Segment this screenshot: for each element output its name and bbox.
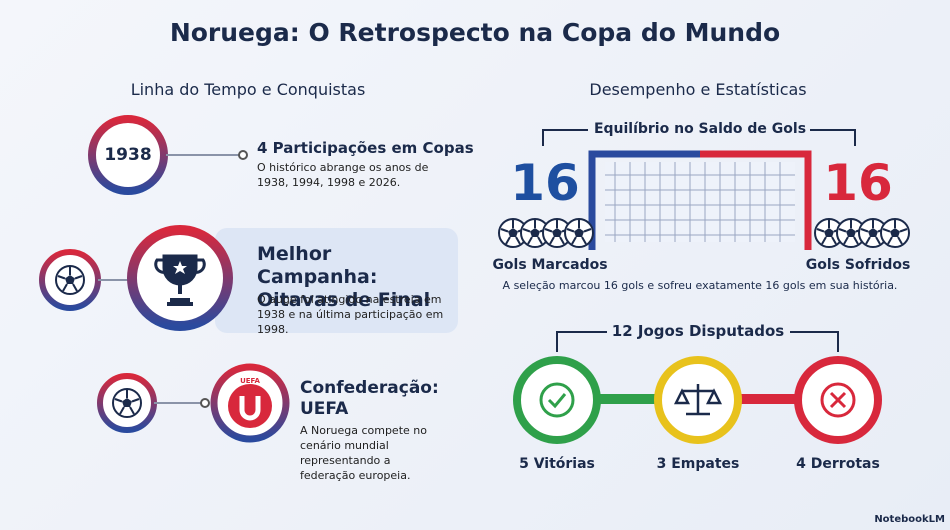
item-description: O auge foi atingido na estreia em 1938 e… <box>257 293 444 336</box>
link-bar <box>595 394 663 404</box>
item-title: 4 Participações em Copas <box>257 139 474 157</box>
scale-icon <box>673 384 723 416</box>
win-icon <box>539 382 575 418</box>
uefa-badge-text: UEFA <box>240 377 260 385</box>
conceded-value: 16 <box>823 154 893 212</box>
check <box>547 393 567 409</box>
conceded-balls <box>814 218 910 248</box>
item-title: Melhor Campanha: Oitavas de Final <box>257 243 431 311</box>
goals-title: Equilíbrio no Saldo de Gols <box>593 121 807 137</box>
year-badge <box>88 115 168 195</box>
uefa-logo <box>228 384 272 428</box>
item-description: O histórico abrange os anos de 1938, 199… <box>257 161 429 189</box>
ball <box>55 265 85 295</box>
link-bar <box>735 394 803 404</box>
highlight-box <box>215 228 458 333</box>
bracket <box>556 331 839 352</box>
ball <box>112 388 142 418</box>
win-ring <box>513 356 601 444</box>
footer-brand: NotebookLM <box>874 514 945 525</box>
scored-label: Gols Marcados <box>492 257 608 273</box>
connector-dot <box>238 150 248 160</box>
connector-dot <box>200 398 210 408</box>
cross <box>829 391 847 409</box>
section-heading: Desempenho e Estatísticas <box>589 80 807 99</box>
section-heading: Linha do Tempo e Conquistas <box>130 80 366 99</box>
loss-icon <box>820 382 856 418</box>
scored-balls <box>498 218 594 248</box>
item-title: Confederação: UEFA <box>300 378 439 419</box>
scored-value: 16 <box>510 154 580 212</box>
conceded-label: Gols Sofridos <box>805 257 911 273</box>
title: Noruega: O Retrospecto na Copa do Mundo <box>169 18 781 47</box>
result-label: 5 Vitórias <box>519 456 595 472</box>
uefa-u <box>239 396 261 421</box>
games-title: 12 Jogos Disputados <box>611 322 785 340</box>
result-label: 3 Empates <box>656 456 740 472</box>
result-label: 4 Derrotas <box>796 456 880 472</box>
bracket <box>542 129 856 146</box>
trophy-icon <box>154 254 206 306</box>
goals-note: A seleção marcou 16 gols e sofreu exatam… <box>502 279 898 292</box>
goal-net <box>588 150 812 250</box>
item-description: A Noruega compete no cenário mundial rep… <box>300 424 427 482</box>
year-badge-text: 1938 <box>104 145 152 165</box>
